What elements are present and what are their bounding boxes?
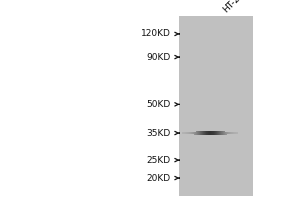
Text: 35KD: 35KD — [146, 129, 171, 138]
Text: 20KD: 20KD — [146, 174, 171, 183]
Text: 120KD: 120KD — [141, 29, 171, 38]
Text: 50KD: 50KD — [146, 100, 171, 109]
Text: 25KD: 25KD — [146, 156, 171, 165]
Text: 90KD: 90KD — [146, 53, 171, 62]
Text: HT-29: HT-29 — [221, 0, 246, 14]
Bar — [179, 16, 253, 196]
